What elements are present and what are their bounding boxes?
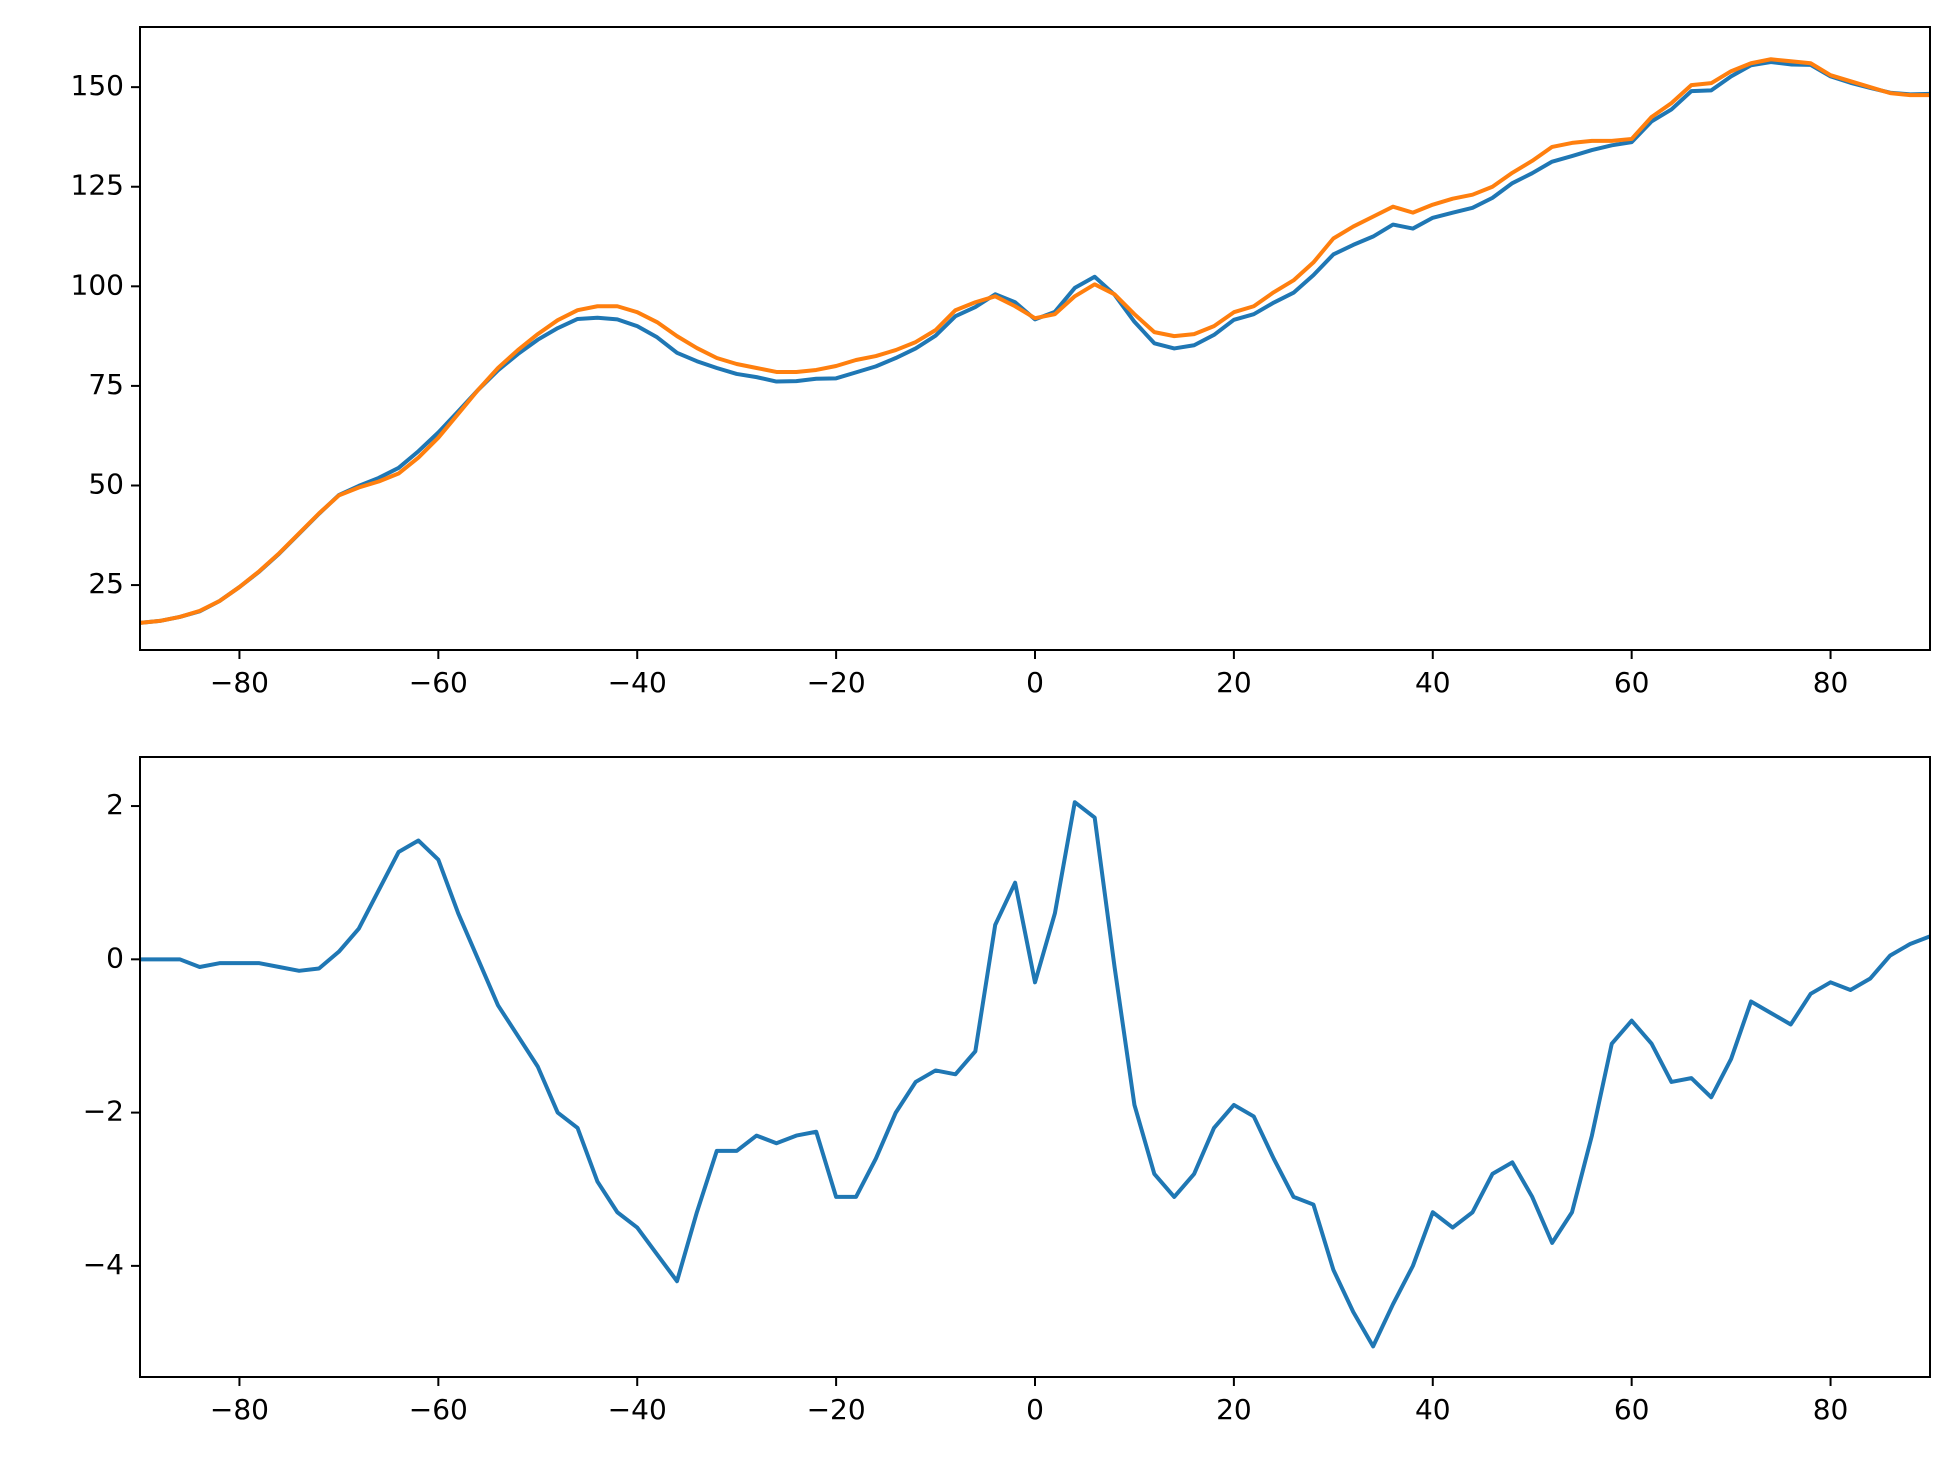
x-tick-label: −80	[210, 666, 269, 699]
x-tick-label: 0	[1026, 1393, 1044, 1426]
y-tick-label: 75	[88, 368, 124, 401]
x-tick-label: 40	[1415, 1393, 1451, 1426]
x-tick-label: 40	[1415, 666, 1451, 699]
x-tick-label: −80	[210, 1393, 269, 1426]
x-tick-label: −20	[807, 666, 866, 699]
x-tick-label: 20	[1216, 666, 1252, 699]
y-tick-label: 2	[106, 788, 124, 821]
line-series	[140, 57, 1930, 625]
y-tick-label: −2	[83, 1095, 124, 1128]
x-tick-label: 60	[1614, 1393, 1650, 1426]
y-tick-label: 50	[88, 467, 124, 500]
axes-frame	[139, 756, 1931, 1378]
line-series	[140, 60, 1930, 625]
y-tick-label: −4	[83, 1248, 124, 1281]
x-tick-label: 20	[1216, 1393, 1252, 1426]
x-tick-label: −20	[807, 1393, 866, 1426]
x-tick-label: 80	[1813, 1393, 1849, 1426]
y-tick-label: 25	[88, 567, 124, 600]
x-tick-label: 60	[1614, 666, 1650, 699]
line-series	[140, 800, 1930, 1349]
y-tick-label: 125	[71, 169, 124, 202]
axes-frame	[139, 26, 1931, 651]
x-tick-label: −60	[409, 1393, 468, 1426]
y-tick-label: 100	[71, 268, 124, 301]
x-tick-label: 80	[1813, 666, 1849, 699]
x-tick-label: −60	[409, 666, 468, 699]
x-tick-label: −40	[608, 1393, 667, 1426]
y-tick-label: 150	[71, 69, 124, 102]
x-tick-label: 0	[1026, 666, 1044, 699]
x-tick-label: −40	[608, 666, 667, 699]
y-tick-label: 0	[106, 941, 124, 974]
